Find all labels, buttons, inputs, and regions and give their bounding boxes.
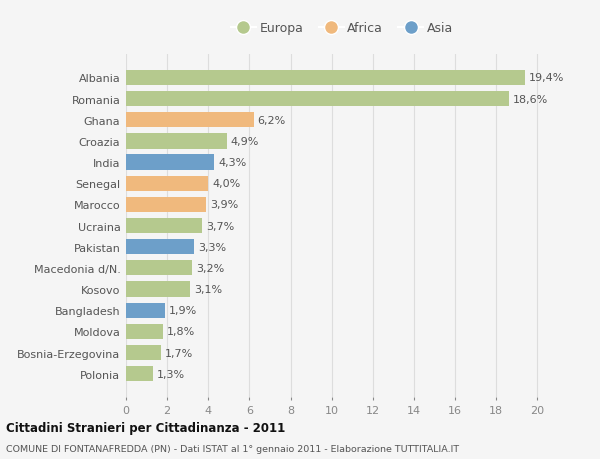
Bar (126, 366, 153, 381)
Bar (126, 134, 227, 149)
Bar (126, 155, 214, 170)
Text: COMUNE DI FONTANAFREDDA (PN) - Dati ISTAT al 1° gennaio 2011 - Elaborazione TUTT: COMUNE DI FONTANAFREDDA (PN) - Dati ISTA… (6, 444, 459, 453)
Text: 19,4%: 19,4% (529, 73, 565, 83)
Bar (126, 303, 165, 318)
Bar (126, 218, 202, 234)
Text: 4,3%: 4,3% (218, 158, 247, 168)
Text: 1,9%: 1,9% (169, 306, 197, 315)
Text: 4,0%: 4,0% (212, 179, 241, 189)
Bar (126, 324, 163, 339)
Text: Cittadini Stranieri per Cittadinanza - 2011: Cittadini Stranieri per Cittadinanza - 2… (6, 421, 285, 434)
Text: 1,7%: 1,7% (165, 348, 193, 358)
Text: 18,6%: 18,6% (513, 95, 548, 104)
Bar (126, 197, 206, 213)
Text: 4,9%: 4,9% (231, 137, 259, 146)
Bar (126, 176, 208, 191)
Text: 6,2%: 6,2% (257, 116, 286, 125)
Text: 3,1%: 3,1% (194, 285, 222, 294)
Text: 3,2%: 3,2% (196, 263, 224, 273)
Bar (126, 261, 192, 276)
Text: 3,9%: 3,9% (211, 200, 239, 210)
Text: 1,8%: 1,8% (167, 327, 196, 336)
Text: 1,3%: 1,3% (157, 369, 185, 379)
Bar (126, 282, 190, 297)
Bar (126, 113, 254, 128)
Bar (126, 240, 194, 255)
Bar (126, 92, 509, 107)
Legend: Europa, Africa, Asia: Europa, Africa, Asia (226, 17, 458, 40)
Bar (126, 71, 525, 86)
Text: 3,7%: 3,7% (206, 221, 235, 231)
Text: 3,3%: 3,3% (198, 242, 226, 252)
Bar (126, 345, 161, 360)
